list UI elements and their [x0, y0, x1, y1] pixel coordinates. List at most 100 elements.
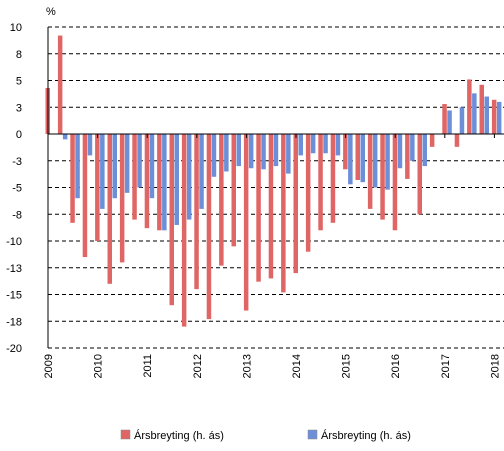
bar: [83, 134, 88, 257]
bar: [311, 134, 316, 153]
plot: [46, 27, 504, 348]
bar: [88, 134, 93, 155]
bar: [430, 134, 435, 147]
bar: [281, 134, 286, 292]
bar: [343, 134, 348, 169]
bar: [132, 134, 137, 220]
y-tick-label: 10: [10, 22, 22, 34]
bar: [492, 100, 497, 134]
bar: [120, 134, 125, 262]
y-tick-label: 3: [16, 102, 22, 114]
bar: [170, 134, 175, 305]
bar: [336, 134, 341, 155]
bar: [393, 134, 398, 230]
x-tick-label: 2009: [43, 354, 55, 378]
y-tick-label: 8: [16, 49, 22, 61]
y-tick-label: -15: [6, 290, 22, 302]
bar: [256, 134, 261, 282]
bar: [480, 85, 485, 134]
bar: [398, 134, 403, 168]
bar: [467, 79, 472, 134]
bar: [331, 134, 336, 223]
x-tick-label: 2016: [390, 354, 402, 378]
bar: [405, 134, 410, 179]
bar: [380, 134, 385, 220]
bar: [187, 134, 192, 220]
bar: [75, 134, 80, 198]
bar: [145, 134, 150, 228]
x-tick-label: 2012: [192, 354, 204, 378]
bar: [442, 104, 447, 134]
bar: [485, 97, 490, 134]
bar: [286, 134, 291, 174]
bar: [194, 134, 199, 289]
bar: [232, 134, 237, 246]
y-tick-label: 0: [16, 129, 22, 141]
x-tick-label: 2011: [142, 354, 154, 378]
bar: [70, 134, 75, 223]
x-tick-label: 2017: [440, 354, 452, 378]
bar: [497, 102, 502, 134]
bar: [219, 134, 224, 266]
bar: [182, 134, 187, 327]
bar: [100, 134, 105, 209]
bar: [162, 134, 167, 230]
x-tick-label: 2015: [341, 354, 353, 378]
y-tick-label: -5: [12, 183, 22, 195]
bar: [113, 134, 118, 198]
bar: [207, 134, 212, 319]
bar: [95, 134, 100, 241]
bar: [356, 134, 361, 180]
bar: [348, 134, 353, 184]
x-tick-label: 2013: [241, 354, 253, 378]
bar: [157, 134, 162, 230]
legend-swatch: [308, 430, 317, 439]
y-tick-label: -10: [6, 236, 22, 248]
legend-swatch: [121, 430, 130, 439]
bar: [244, 134, 249, 311]
bar: [58, 36, 63, 134]
bar: [108, 134, 113, 284]
bar: [418, 134, 423, 214]
bar: [274, 134, 279, 166]
bar: [455, 134, 460, 147]
bar: [261, 134, 266, 169]
bar: [368, 134, 373, 209]
bar: [323, 134, 328, 153]
y-tick-label: -13: [6, 263, 22, 275]
legend-label: Ársbreyting (h. ás): [321, 429, 411, 442]
bar: [125, 134, 129, 193]
bar: [460, 107, 465, 134]
bar: [385, 134, 390, 190]
bar: [150, 134, 155, 198]
bar: [410, 134, 415, 161]
y-tick-label: -8: [12, 209, 22, 221]
bar: [472, 93, 477, 134]
legend-label: Ársbreyting (h. ás): [134, 429, 224, 442]
y-tick-label: -3: [12, 156, 22, 168]
bar: [212, 134, 217, 177]
y-tick-label: 5: [16, 76, 22, 88]
y-unit: %: [46, 6, 56, 18]
bar: [294, 134, 299, 273]
bar: [423, 134, 428, 166]
bar: [237, 134, 242, 166]
x-tick-label: 2018: [489, 354, 501, 378]
x-tick-label: 2010: [93, 354, 105, 378]
bar: [137, 134, 142, 188]
bar: [269, 134, 274, 278]
bar: [318, 134, 323, 230]
bar: [63, 134, 68, 139]
bar: [224, 134, 229, 171]
bar: [299, 134, 304, 155]
y-tick-label: -18: [6, 316, 22, 328]
x-tick-label: 2014: [291, 354, 303, 378]
y-tick-label: -20: [6, 343, 22, 355]
bar: [361, 134, 366, 182]
bar: [199, 134, 204, 209]
bar: [175, 134, 180, 225]
bar: [249, 134, 254, 168]
bar: [306, 134, 311, 252]
bar: [447, 110, 452, 134]
